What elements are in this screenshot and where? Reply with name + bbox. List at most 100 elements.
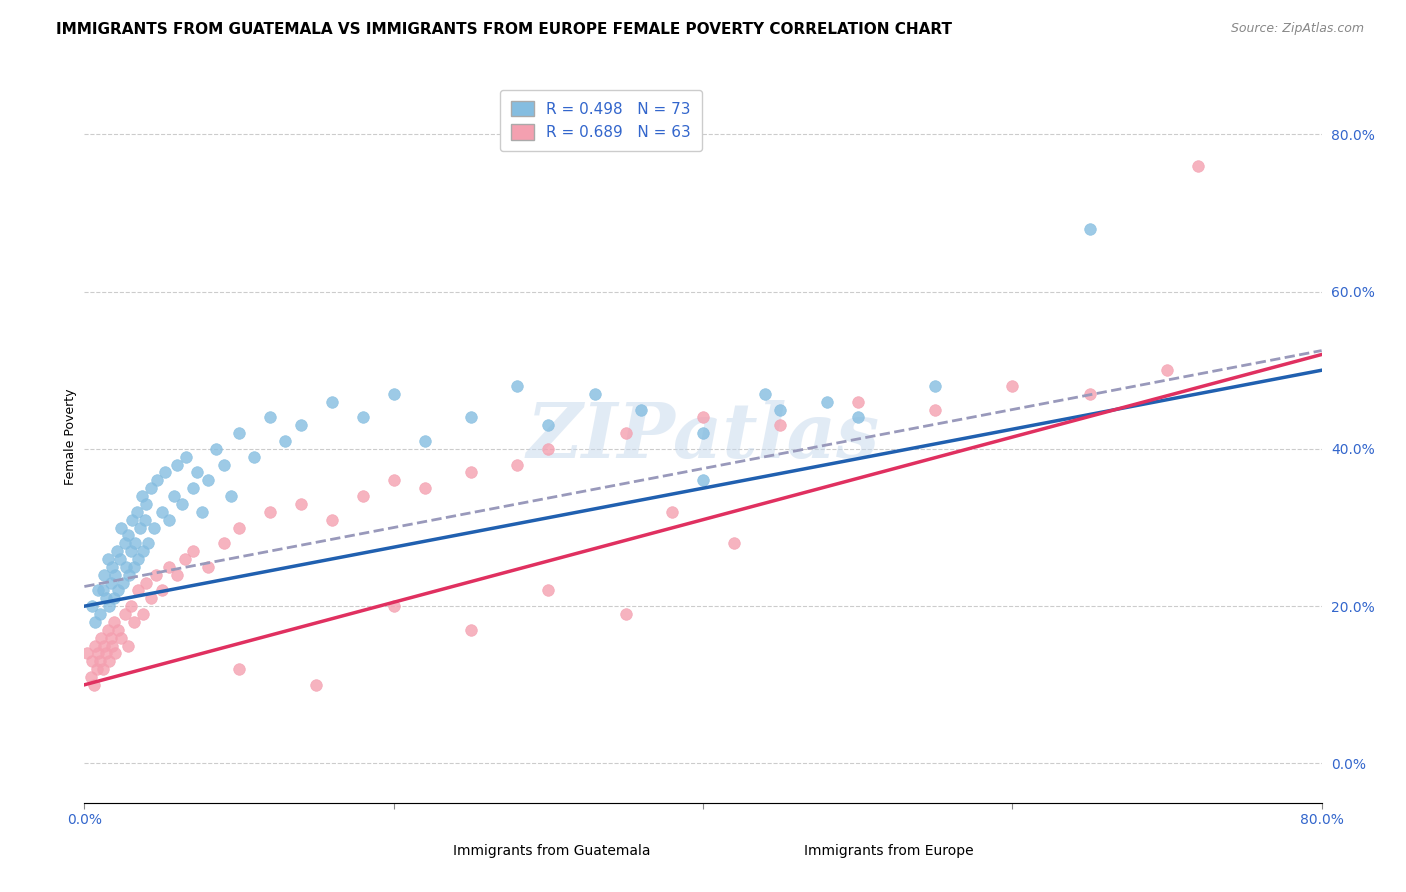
Point: [107, 583, 129, 598]
Point: [98, 654, 121, 668]
Point: [100, 631, 122, 645]
Point: [110, 520, 132, 534]
Point: [125, 505, 148, 519]
Point: [104, 567, 127, 582]
Point: [153, 466, 176, 480]
Point: [94, 646, 117, 660]
Point: [139, 591, 162, 606]
Point: [112, 575, 135, 590]
Point: [506, 458, 529, 472]
Point: [382, 599, 405, 614]
Point: [614, 426, 637, 441]
Point: [135, 575, 157, 590]
Point: [84, 615, 107, 629]
Point: [1187, 159, 1209, 173]
Point: [122, 615, 145, 629]
Point: [150, 505, 173, 519]
Point: [145, 567, 167, 582]
Point: [166, 458, 188, 472]
Point: [122, 559, 145, 574]
Point: [1078, 221, 1101, 235]
Point: [274, 434, 297, 448]
Point: [537, 418, 560, 433]
Point: [83, 678, 105, 692]
Point: [129, 520, 152, 534]
Text: Source: ZipAtlas.com: Source: ZipAtlas.com: [1230, 22, 1364, 36]
Point: [460, 410, 482, 425]
Point: [120, 599, 142, 614]
Point: [143, 520, 166, 534]
Point: [93, 567, 115, 582]
Point: [131, 489, 153, 503]
Point: [132, 544, 155, 558]
Point: [84, 639, 107, 653]
Point: [146, 473, 169, 487]
Point: [89, 607, 111, 621]
Point: [413, 481, 436, 495]
Point: [118, 567, 141, 582]
Point: [181, 481, 204, 495]
Point: [132, 607, 155, 621]
Point: [259, 410, 281, 425]
Point: [121, 513, 143, 527]
Point: [101, 559, 124, 574]
Point: [1156, 363, 1178, 377]
Point: [506, 379, 529, 393]
Point: [115, 559, 138, 574]
Point: [107, 623, 129, 637]
Point: [769, 402, 792, 417]
Point: [321, 513, 343, 527]
Point: [93, 639, 115, 653]
Point: [614, 607, 637, 621]
Point: [124, 536, 146, 550]
Point: [382, 473, 405, 487]
Point: [82, 599, 104, 614]
Point: [136, 536, 159, 550]
Point: [197, 473, 219, 487]
Point: [661, 505, 683, 519]
Point: [723, 536, 745, 550]
Point: [769, 418, 792, 433]
Point: [150, 583, 173, 598]
Point: [166, 567, 188, 582]
Point: [87, 583, 110, 598]
Point: [630, 402, 652, 417]
Point: [692, 473, 714, 487]
Point: [101, 639, 124, 653]
Point: [413, 434, 436, 448]
Point: [176, 450, 198, 464]
Point: [259, 505, 281, 519]
Point: [212, 536, 235, 550]
Point: [94, 591, 117, 606]
Point: [96, 623, 118, 637]
Point: [86, 662, 108, 676]
Point: [846, 410, 869, 425]
Point: [91, 583, 114, 598]
Point: [382, 387, 405, 401]
Point: [212, 458, 235, 472]
Text: Immigrants from Europe: Immigrants from Europe: [804, 844, 974, 858]
Point: [924, 379, 946, 393]
Point: [91, 662, 114, 676]
Point: [135, 497, 157, 511]
Point: [105, 544, 128, 558]
Legend: R = 0.498   N = 73, R = 0.689   N = 63: R = 0.498 N = 73, R = 0.689 N = 63: [501, 90, 702, 151]
Point: [583, 387, 606, 401]
Text: IMMIGRANTS FROM GUATEMALA VS IMMIGRANTS FROM EUROPE FEMALE POVERTY CORRELATION C: IMMIGRANTS FROM GUATEMALA VS IMMIGRANTS …: [56, 22, 952, 37]
Point: [219, 489, 242, 503]
Point: [90, 631, 112, 645]
Point: [692, 410, 714, 425]
Point: [98, 599, 121, 614]
Point: [174, 552, 197, 566]
Point: [1001, 379, 1024, 393]
Point: [243, 450, 266, 464]
Point: [103, 591, 125, 606]
Point: [103, 615, 125, 629]
Point: [139, 481, 162, 495]
Point: [89, 654, 111, 668]
Point: [87, 646, 110, 660]
Point: [537, 583, 560, 598]
Point: [163, 489, 186, 503]
Point: [127, 583, 149, 598]
Point: [228, 662, 250, 676]
